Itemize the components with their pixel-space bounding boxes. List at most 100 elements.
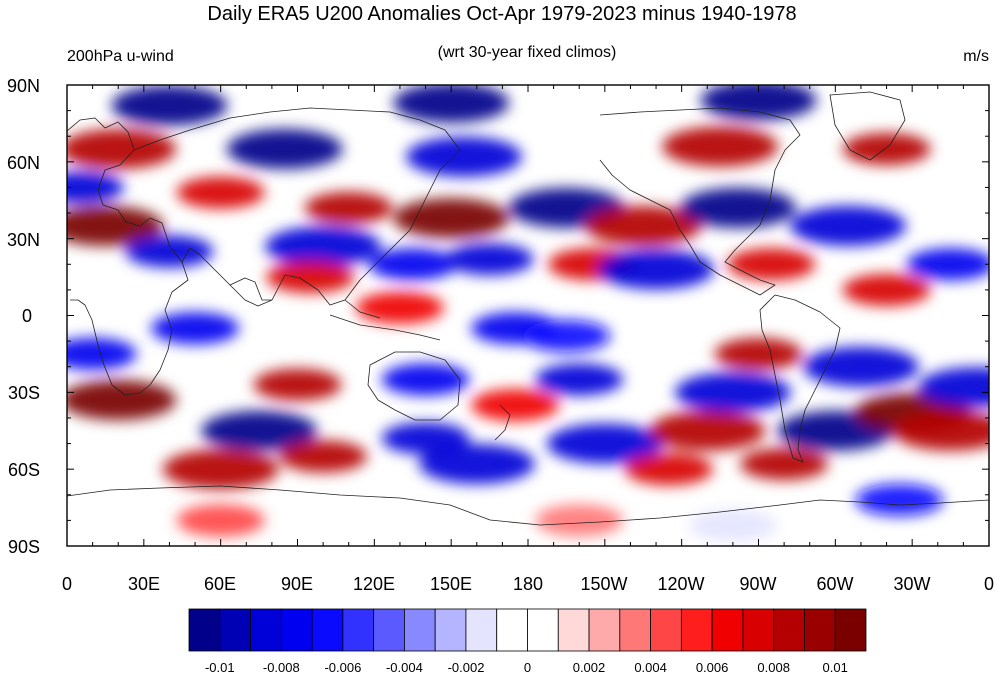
colorbar-box <box>496 608 528 652</box>
negative-anomaly <box>790 205 907 246</box>
negative-anomaly <box>393 85 510 123</box>
positive-anomaly <box>727 248 816 281</box>
colorbar-box <box>188 608 221 652</box>
positive-anomaly <box>842 273 931 306</box>
negative-anomaly <box>111 85 228 126</box>
positive-anomaly <box>162 449 279 490</box>
colorbar-label: 0.008 <box>757 660 790 675</box>
negative-anomaly <box>125 235 214 268</box>
x-tick-label: 120W <box>657 574 704 594</box>
y-tick-label: 90S <box>8 537 40 557</box>
colorbar-box <box>834 608 867 652</box>
y-tick-label: 30S <box>8 383 40 403</box>
negative-anomaly <box>906 248 989 281</box>
negative-anomaly <box>535 363 624 396</box>
negative-anomaly <box>688 509 777 542</box>
negative-anomaly <box>700 85 817 121</box>
x-tick-label: 90E <box>281 574 313 594</box>
negative-anomaly <box>406 136 522 177</box>
plot-title: Daily ERA5 U200 Anomalies Oct-Apr 1979-2… <box>207 3 796 25</box>
x-tick-label: 150E <box>430 574 472 594</box>
negative-anomaly <box>381 363 470 396</box>
colorbar-box <box>465 608 498 652</box>
coastline-asia <box>133 107 461 306</box>
colorbar-box <box>742 608 775 652</box>
center-string: (wrt 30-year fixed climos) <box>438 44 617 61</box>
colorbar-box <box>434 608 467 652</box>
colorbar-box <box>280 608 313 652</box>
positive-anomaly <box>67 205 164 246</box>
colorbar-box <box>711 608 744 652</box>
colorbar-label: 0.002 <box>573 660 606 675</box>
negative-anomaly <box>67 337 137 370</box>
x-tick-label: 60W <box>816 574 853 594</box>
y-tick-label: 90N <box>7 76 40 96</box>
x-tick-label: 180 <box>513 574 543 594</box>
colorbar-box <box>650 608 682 652</box>
negative-anomaly <box>918 367 989 408</box>
map-area <box>66 84 990 547</box>
colorbar-label: 0.004 <box>634 660 667 675</box>
negative-anomaly <box>445 243 534 276</box>
x-tick-label: 0 <box>984 574 994 594</box>
positive-anomaly <box>535 504 624 537</box>
positive-anomaly <box>662 126 779 167</box>
colorbar-box <box>342 608 375 652</box>
negative-anomaly <box>381 422 470 455</box>
negative-anomaly <box>598 249 715 290</box>
colorbar-box <box>219 608 251 652</box>
y-tick-label: 0 <box>22 306 32 326</box>
negative-anomaly <box>546 423 663 464</box>
positive-anomaly <box>624 453 713 486</box>
colorbar-box <box>588 608 621 652</box>
colorbar-box <box>373 608 405 652</box>
right-string: m/s <box>963 48 989 65</box>
positive-anomaly <box>393 198 510 239</box>
negative-anomaly <box>522 320 611 352</box>
colorbar-box <box>773 608 805 652</box>
left-string: 200hPa u-wind <box>67 48 174 65</box>
colorbar-label: 0.01 <box>823 660 848 675</box>
anomaly-blobs <box>67 85 989 542</box>
x-tick-label: 90W <box>739 574 776 594</box>
positive-anomaly <box>649 410 766 451</box>
colorbar-box <box>557 608 590 652</box>
coastline-australia <box>367 351 461 421</box>
negative-anomaly <box>674 372 791 413</box>
y-tick-label: 30N <box>7 230 40 250</box>
anomaly-field <box>67 85 989 542</box>
positive-anomaly <box>266 261 355 294</box>
negative-anomaly <box>802 346 919 387</box>
colorbar-box <box>804 608 836 652</box>
positive-anomaly <box>471 389 560 422</box>
x-tick-label: 120E <box>353 574 395 594</box>
colorbar: -0.01 -0.008 -0.006 -0.004 -0.002 0 0.002 0.004… <box>188 608 867 675</box>
map-ticks <box>66 84 990 547</box>
y-tick-label: 60S <box>8 460 40 480</box>
negative-anomaly <box>368 248 457 281</box>
coastline-india <box>229 284 273 307</box>
negative-anomaly <box>855 483 944 516</box>
coastline-north-america <box>599 107 801 296</box>
colorbar-label: -0.002 <box>448 660 485 675</box>
positive-anomaly <box>585 205 702 246</box>
colorbar-label: -0.006 <box>324 660 361 675</box>
x-tick-label: 150W <box>580 574 627 594</box>
coastline-maritime <box>329 299 441 341</box>
positive-anomaly <box>67 380 177 420</box>
colorbar-box <box>404 608 436 652</box>
positive-anomaly <box>67 129 177 169</box>
negative-anomaly <box>418 444 535 484</box>
x-tick-label: 60E <box>204 574 236 594</box>
positive-anomaly <box>304 191 393 224</box>
x-tick-label: 30E <box>128 574 160 594</box>
y-tick-label: 60N <box>7 153 40 173</box>
y-axis: 90N 60N 30N 0 30S 60S 90S <box>7 76 40 557</box>
colorbar-box <box>680 608 713 652</box>
coastline-africa-europe <box>67 117 189 396</box>
negative-anomaly <box>201 410 318 451</box>
positive-anomaly <box>355 291 444 324</box>
colorbar-label: -0.008 <box>263 660 300 675</box>
positive-anomaly <box>253 368 342 401</box>
